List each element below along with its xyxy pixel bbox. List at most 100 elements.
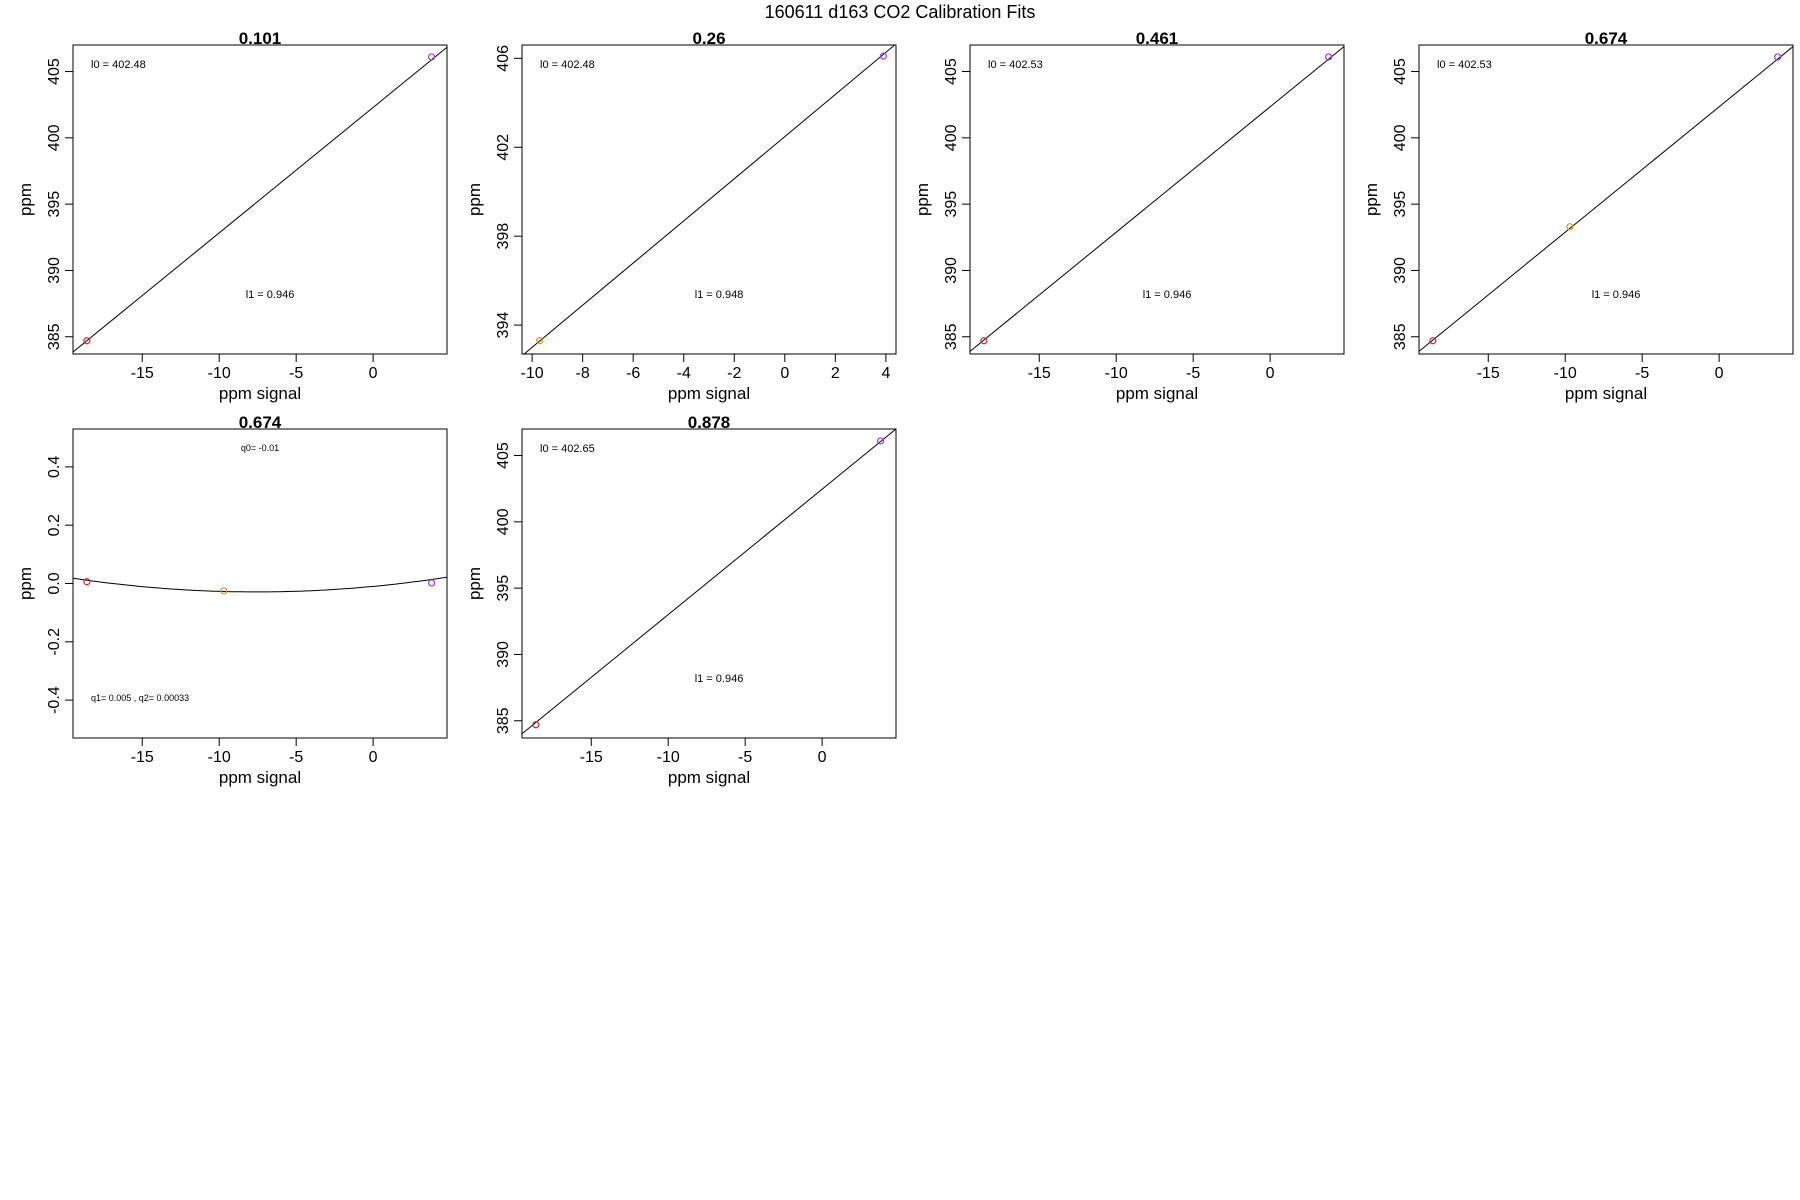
x-axis-label: ppm signal <box>668 768 750 787</box>
y-tick-label: 385 <box>943 323 960 350</box>
fit-line <box>522 429 896 735</box>
x-tick-label: 0 <box>369 749 378 766</box>
fit-annotation: l0 = 402.53 <box>1437 59 1492 71</box>
fit-line <box>970 46 1344 352</box>
y-tick-label: 400 <box>46 124 63 151</box>
y-tick-label: 394 <box>495 312 512 339</box>
fit-line <box>1419 46 1793 352</box>
x-tick-label: -10 <box>521 365 544 382</box>
y-tick-label: 405 <box>46 58 63 85</box>
fit-annotation: l1 = 0.946 <box>246 289 295 301</box>
y-tick-label: 402 <box>495 134 512 161</box>
chart-panel-4: 0.674 -15 -10 -5 0 ppm signal 385 390 395 400 405 p… <box>1362 29 1794 403</box>
x-tick-label: 0 <box>780 365 789 382</box>
y-tick-label: 0.2 <box>46 514 63 536</box>
y-tick-label: -0.2 <box>46 628 63 656</box>
chart-panel-5: 0.674 -15 -10 -5 0 ppm signal -0.4 -0.2 0.0 0.2 0.… <box>16 413 448 787</box>
plot-frame <box>1418 44 1794 355</box>
x-tick-label: -6 <box>626 365 640 382</box>
chart-title: 0.101 <box>239 29 282 48</box>
fit-annotation: l0 = 402.48 <box>540 59 595 71</box>
chart-title: 0.26 <box>692 29 725 48</box>
page-title: 160611 d163 CO2 Calibration Fits <box>764 2 1036 22</box>
x-axis-label: ppm signal <box>1565 384 1647 403</box>
x-tick-label: 0 <box>1715 365 1724 382</box>
fit-annotation: l1 = 0.946 <box>695 673 744 685</box>
x-tick-label: -15 <box>1477 365 1500 382</box>
x-tick-label: -5 <box>289 365 303 382</box>
data-point <box>1774 53 1782 61</box>
chart-title: 0.878 <box>688 413 731 432</box>
y-tick-label: 385 <box>1392 323 1409 350</box>
x-tick-label: -5 <box>289 749 303 766</box>
data-point <box>1325 53 1333 61</box>
chart-title: 0.674 <box>239 413 282 432</box>
y-axis-label: ppm <box>465 183 484 216</box>
chart-panel-6: 0.878 -15 -10 -5 0 ppm signal 385 390 395 400 405 p… <box>465 413 897 787</box>
plot-frame <box>969 44 1345 355</box>
x-axis-label: ppm signal <box>219 768 301 787</box>
fit-annotation: l1 = 0.948 <box>695 289 744 301</box>
x-tick-label: -10 <box>1554 365 1577 382</box>
x-tick-label: -15 <box>131 365 154 382</box>
x-tick-label: -15 <box>580 749 603 766</box>
x-tick-label: -10 <box>208 749 231 766</box>
y-tick-label: 390 <box>46 257 63 284</box>
x-axis-label: ppm signal <box>668 384 750 403</box>
fit-line <box>523 45 896 354</box>
y-tick-label: 390 <box>495 641 512 668</box>
y-tick-label: 385 <box>46 323 63 350</box>
x-axis-label: ppm signal <box>1116 384 1198 403</box>
x-tick-label: -5 <box>738 749 752 766</box>
chart-panel-3: 0.461 -15 -10 -5 0 ppm signal 385 390 395 400 405 p… <box>913 29 1345 403</box>
x-tick-label: 0 <box>369 365 378 382</box>
x-tick-label: -10 <box>657 749 680 766</box>
data-point <box>536 337 544 345</box>
x-tick-label: -2 <box>727 365 741 382</box>
chart-title: 0.461 <box>1136 29 1179 48</box>
fit-annotation: l0 = 402.65 <box>540 443 595 455</box>
y-tick-label: 405 <box>1392 58 1409 85</box>
fit-annotation: l1 = 0.946 <box>1592 289 1641 301</box>
chart-title: 0.674 <box>1585 29 1628 48</box>
x-tick-label: -8 <box>576 365 590 382</box>
y-axis-label: ppm <box>913 183 932 216</box>
fit-annotation: l0 = 402.48 <box>91 59 146 71</box>
plot-frame <box>521 44 897 355</box>
x-tick-label: -15 <box>1028 365 1051 382</box>
y-tick-label: 406 <box>495 45 512 72</box>
x-tick-label: 0 <box>818 749 827 766</box>
data-point <box>428 579 436 587</box>
y-tick-label: 0.0 <box>46 572 63 594</box>
x-tick-label: -5 <box>1186 365 1200 382</box>
data-point <box>532 721 540 729</box>
x-tick-label: 0 <box>1266 365 1275 382</box>
x-tick-label: -4 <box>677 365 691 382</box>
data-point <box>980 337 988 345</box>
fit-annotation: l1 = 0.946 <box>1143 289 1192 301</box>
fit-curve <box>73 576 447 593</box>
y-tick-label: 400 <box>495 508 512 535</box>
fit-annotation: q0= -0.01 <box>241 443 279 453</box>
y-tick-label: 0.4 <box>46 456 63 478</box>
data-point <box>83 337 91 345</box>
data-point <box>877 437 885 445</box>
chart-panel-2: 0.26 -10 -8 -6 -4 -2 0 2 4 ppm signal 394 398 402 406… <box>465 29 897 403</box>
x-tick-label: -5 <box>1635 365 1649 382</box>
fit-annotation: q1= 0.005 , q2= 0.00033 <box>91 693 189 703</box>
y-tick-label: 390 <box>1392 257 1409 284</box>
fit-line <box>73 46 447 353</box>
data-point <box>83 578 91 586</box>
y-tick-label: 405 <box>495 442 512 469</box>
y-tick-label: -0.4 <box>46 686 63 714</box>
plot-frame <box>521 428 897 739</box>
data-point <box>1566 223 1574 231</box>
x-tick-label: -15 <box>131 749 154 766</box>
fit-annotation: l0 = 402.53 <box>988 59 1043 71</box>
chart-panel-1: 0.101 -15 -10 -5 0 ppm signal 385 390 395 400 405 p… <box>16 29 448 403</box>
y-tick-label: 405 <box>943 58 960 85</box>
y-tick-label: 395 <box>46 191 63 218</box>
x-tick-label: 2 <box>831 365 840 382</box>
data-point <box>428 53 436 61</box>
